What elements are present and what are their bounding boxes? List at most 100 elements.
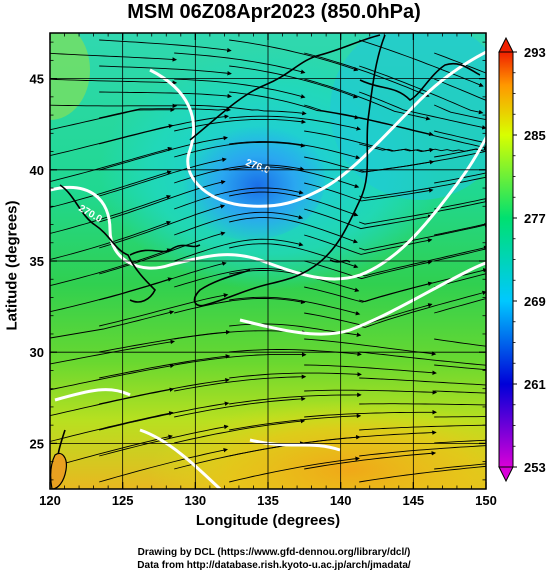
- streamline: [229, 141, 361, 160]
- x-tick-label: 140: [330, 493, 352, 508]
- streamline: [50, 339, 175, 365]
- colorbar-tick-label: 261: [524, 377, 546, 392]
- streamline: [304, 364, 437, 376]
- streamline: [304, 410, 437, 418]
- streamline: [489, 427, 548, 430]
- streamline: [229, 413, 362, 431]
- streamline: [434, 338, 486, 347]
- streamline: [174, 118, 306, 132]
- streamline: [50, 78, 178, 85]
- map-title: MSM 06Z08Apr2023 (850.0hPa): [127, 1, 421, 23]
- streamline: [99, 180, 226, 223]
- credit-data: Data from http://database.rish.kyoto-u.a…: [137, 560, 411, 571]
- streamline: [174, 374, 307, 392]
- streamline: [434, 172, 486, 184]
- streamline: [50, 248, 172, 287]
- colorbar-tick-label: 293: [524, 45, 546, 60]
- credit-drawing: Drawing by DCL (https://www.gfd-dennou.o…: [137, 547, 411, 558]
- streamline: [304, 389, 438, 395]
- streamline: [229, 65, 358, 99]
- x-tick-label: 145: [402, 493, 424, 508]
- streamline: [99, 107, 231, 119]
- streamline: [229, 456, 360, 483]
- x-axis-label: Longitude (degrees): [195, 512, 341, 529]
- streamline: [359, 175, 486, 199]
- streamline: [50, 387, 175, 417]
- streamline: [434, 439, 486, 444]
- streamline: [304, 52, 430, 97]
- streamline: [50, 123, 174, 157]
- streamline: [489, 448, 548, 457]
- streamline: [489, 352, 548, 364]
- streamline: [174, 211, 304, 236]
- graticule: [50, 33, 486, 489]
- streamline: [359, 445, 486, 457]
- streamline: [359, 268, 486, 303]
- streamline: [229, 372, 362, 379]
- taiwan-land: [50, 452, 67, 489]
- streamline: [174, 52, 306, 74]
- streamline: [434, 463, 486, 470]
- x-tick-label: 150: [475, 493, 497, 508]
- streamline: [99, 204, 226, 249]
- streamline: [99, 231, 226, 275]
- streamline: [50, 363, 175, 391]
- streamline: [434, 198, 486, 210]
- streamline: [304, 208, 433, 230]
- colorbar-tick-label: 269: [524, 294, 546, 309]
- streamline: [359, 199, 486, 225]
- colorbar-tick-label: 285: [524, 128, 546, 143]
- streamline: [99, 401, 230, 431]
- streamline: [434, 148, 486, 158]
- streamline: [489, 144, 548, 151]
- streamline: [359, 91, 486, 130]
- colorbar-tick-label: 277: [524, 211, 546, 226]
- streamline: [359, 424, 486, 431]
- colorbar: 253 261 269 277 285 293: [498, 36, 546, 483]
- streamline: [99, 447, 228, 483]
- streamline: [434, 390, 486, 394]
- streamline: [434, 104, 486, 121]
- streamline: [359, 290, 486, 328]
- streamline: [304, 260, 433, 280]
- streamline: [99, 39, 232, 53]
- streamline: [304, 234, 433, 255]
- streamline: [229, 191, 359, 217]
- streamline: [489, 240, 548, 274]
- streamline: [99, 157, 227, 197]
- streamline: [434, 298, 486, 314]
- streamline: [50, 310, 175, 339]
- streamline: [489, 92, 548, 125]
- y-tick-label: 25: [30, 436, 44, 451]
- streamline: [174, 352, 307, 366]
- streamline: [359, 117, 486, 150]
- streamline: [489, 149, 548, 170]
- streamline: [359, 222, 486, 251]
- streamline: [174, 396, 306, 418]
- x-tick-label: 125: [112, 493, 134, 508]
- y-tick-label: 45: [30, 72, 44, 87]
- streamline: [359, 245, 486, 277]
- streamline: [304, 78, 431, 121]
- axes: 120 125 130 135 140 145 150 25 30 35 40 45: [30, 33, 497, 508]
- streamline: [99, 135, 228, 171]
- y-tick-label: 30: [30, 345, 44, 360]
- colorbar-tick-label: 253: [524, 460, 546, 475]
- streamline: [99, 91, 232, 99]
- streamline: [229, 91, 360, 120]
- x-tick-label: 120: [39, 493, 61, 508]
- streamline: [229, 243, 359, 269]
- x-tick-label: 135: [257, 493, 279, 508]
- x-tick-label: 130: [184, 493, 206, 508]
- streamline: [229, 392, 362, 405]
- streamline: [359, 351, 486, 366]
- streamline: [489, 404, 548, 406]
- streamline: [359, 403, 486, 406]
- streamline: [229, 269, 360, 292]
- streamline: [229, 39, 359, 72]
- streamline: [229, 296, 361, 316]
- streamline: [99, 293, 229, 327]
- streamline: [99, 329, 231, 353]
- streamline: [99, 65, 232, 76]
